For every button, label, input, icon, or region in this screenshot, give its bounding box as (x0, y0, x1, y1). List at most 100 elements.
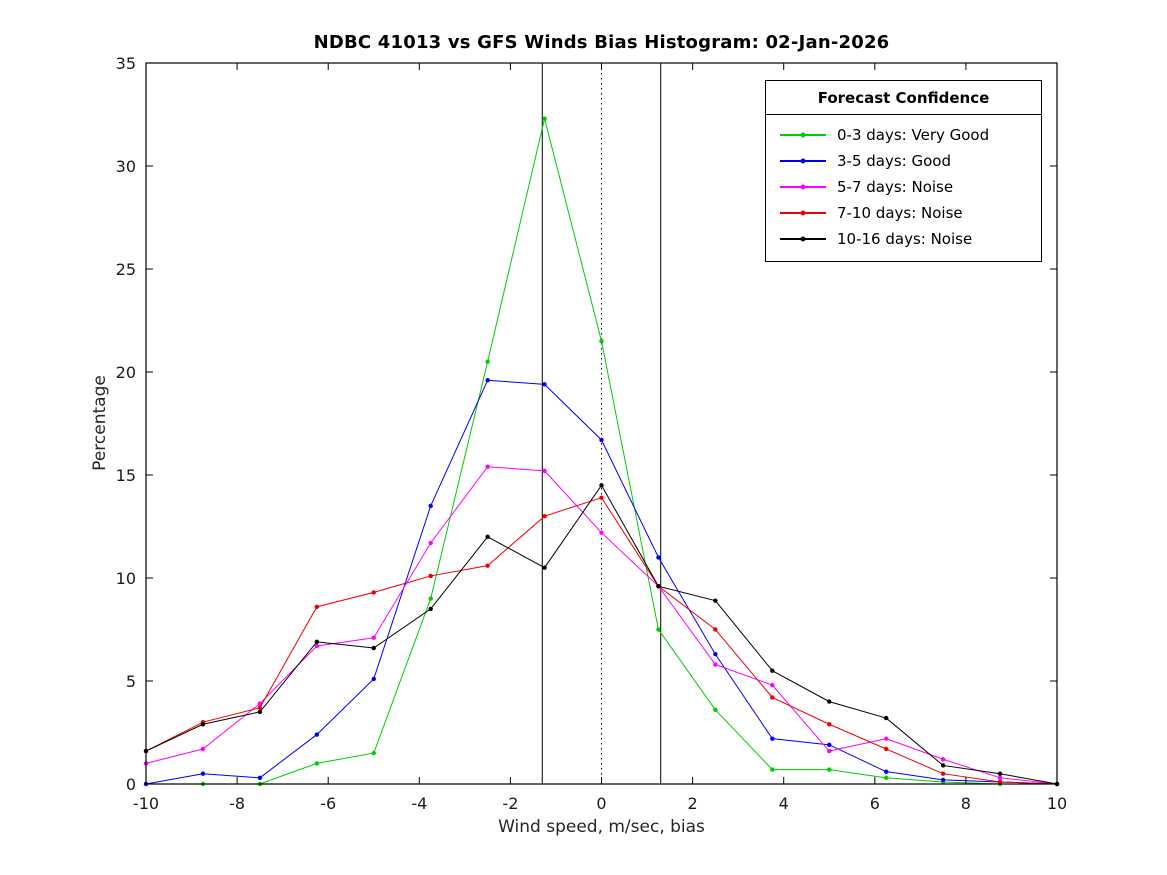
series-4-marker (883, 715, 889, 721)
x-tick-label: -8 (229, 794, 245, 813)
y-tick-label: 25 (116, 260, 136, 279)
legend-entries: 0-3 days: Very Good 3-5 days: Good 5-7 day… (766, 115, 1041, 261)
legend-marker-icon (800, 158, 806, 164)
series-4-marker (257, 709, 263, 715)
legend-line-sample (780, 208, 826, 218)
y-tick-label: 35 (116, 54, 136, 73)
series-0-marker (656, 627, 661, 632)
series-2-marker (827, 748, 832, 754)
series-1-marker (770, 736, 775, 741)
series-0-marker (827, 767, 832, 772)
legend-entry: 5-7 days: Noise (766, 174, 1041, 200)
legend-line-sample (780, 234, 826, 244)
series-3-marker (371, 590, 376, 595)
legend-entry-label: 10-16 days: Noise (837, 230, 973, 248)
series-1-marker (314, 732, 320, 737)
series-0-marker (542, 116, 547, 121)
y-tick-label: 10 (116, 569, 136, 588)
series-3-marker (314, 604, 320, 610)
legend-entry-label: 7-10 days: Noise (837, 204, 963, 222)
series-1-marker (257, 775, 263, 781)
y-tick-label: 30 (116, 157, 136, 176)
series-2-marker (542, 468, 547, 474)
series-4-marker (542, 565, 547, 570)
legend-entry: 0-3 days: Very Good (766, 122, 1041, 148)
chart-title: NDBC 41013 vs GFS Winds Bias Histogram: … (313, 32, 890, 53)
series-2-marker (770, 682, 775, 688)
series-2-marker (428, 540, 433, 546)
x-tick-label: 6 (870, 794, 880, 813)
series-1-marker (428, 503, 433, 509)
x-tick-label: -2 (502, 794, 518, 813)
series-4-marker (770, 668, 775, 673)
series-0-marker (883, 775, 889, 781)
series-0-marker (371, 750, 376, 756)
series-4-marker (428, 606, 433, 612)
series-1-marker (713, 652, 718, 657)
legend-line-sample (780, 182, 826, 192)
series-2-marker (883, 736, 889, 741)
y-tick-label: 5 (126, 672, 136, 691)
series-0-marker (599, 338, 604, 344)
series-2-marker (485, 464, 490, 469)
series-0-marker (314, 761, 320, 766)
series-0-marker (713, 707, 718, 713)
legend-marker-icon (800, 184, 806, 190)
y-tick-label: 15 (116, 466, 136, 485)
series-line-3 (145, 497, 1058, 785)
legend-entry: 3-5 days: Good (766, 148, 1041, 174)
legend-entry: 10-16 days: Noise (766, 226, 1041, 252)
legend-entry: 7-10 days: Noise (766, 200, 1041, 226)
series-2-marker (314, 643, 320, 649)
x-axis-label: Wind speed, m/sec, bias (498, 817, 705, 837)
series-1-marker (656, 555, 661, 560)
y-tick-label: 20 (116, 363, 136, 382)
series-2-marker (940, 757, 946, 762)
series-1-marker (940, 777, 946, 783)
x-tick-label: -6 (320, 794, 336, 813)
x-tick-label: 2 (688, 794, 698, 813)
series-3-marker (940, 771, 946, 776)
series-1-marker (485, 378, 490, 383)
series-1-marker (371, 676, 376, 682)
series-1-marker (599, 437, 604, 443)
legend-marker-icon (800, 132, 806, 138)
x-tick-label: 0 (596, 794, 606, 813)
series-2-marker (713, 662, 718, 667)
x-tick-label: -4 (411, 794, 427, 813)
series-4-marker (485, 534, 490, 539)
legend-marker-icon (800, 210, 806, 216)
series-0-marker (770, 767, 775, 772)
legend-entry-label: 3-5 days: Good (837, 152, 951, 170)
series-4-marker (656, 584, 661, 589)
series-4-marker (599, 483, 604, 488)
series-4-marker (371, 645, 376, 651)
x-tick-label: -10 (133, 794, 159, 813)
x-tick-label: 10 (1047, 794, 1067, 813)
y-axis-label: Percentage (90, 375, 110, 471)
legend-marker-icon (800, 236, 806, 242)
series-3-marker (428, 573, 433, 579)
series-3-marker (883, 746, 889, 752)
series-2-marker (200, 746, 206, 752)
series-3-marker (257, 705, 263, 710)
series-4-marker (827, 699, 832, 704)
legend-title: Forecast Confidence (766, 81, 1041, 115)
series-4-marker (200, 722, 206, 727)
series-1-marker (827, 742, 832, 748)
series-4-marker (940, 763, 946, 768)
series-3-marker (713, 627, 718, 632)
x-tick-label: 4 (779, 794, 789, 813)
series-1-marker (542, 382, 547, 387)
series-3-marker (485, 563, 490, 568)
y-tick-label: 0 (126, 775, 136, 794)
legend-entry-label: 5-7 days: Noise (837, 178, 954, 196)
x-tick-label: 8 (961, 794, 971, 813)
series-4-marker (713, 598, 718, 603)
legend-entry-label: 0-3 days: Very Good (837, 126, 990, 144)
series-3-marker (827, 722, 832, 727)
legend-line-sample (780, 130, 826, 140)
series-4-marker (314, 639, 320, 645)
